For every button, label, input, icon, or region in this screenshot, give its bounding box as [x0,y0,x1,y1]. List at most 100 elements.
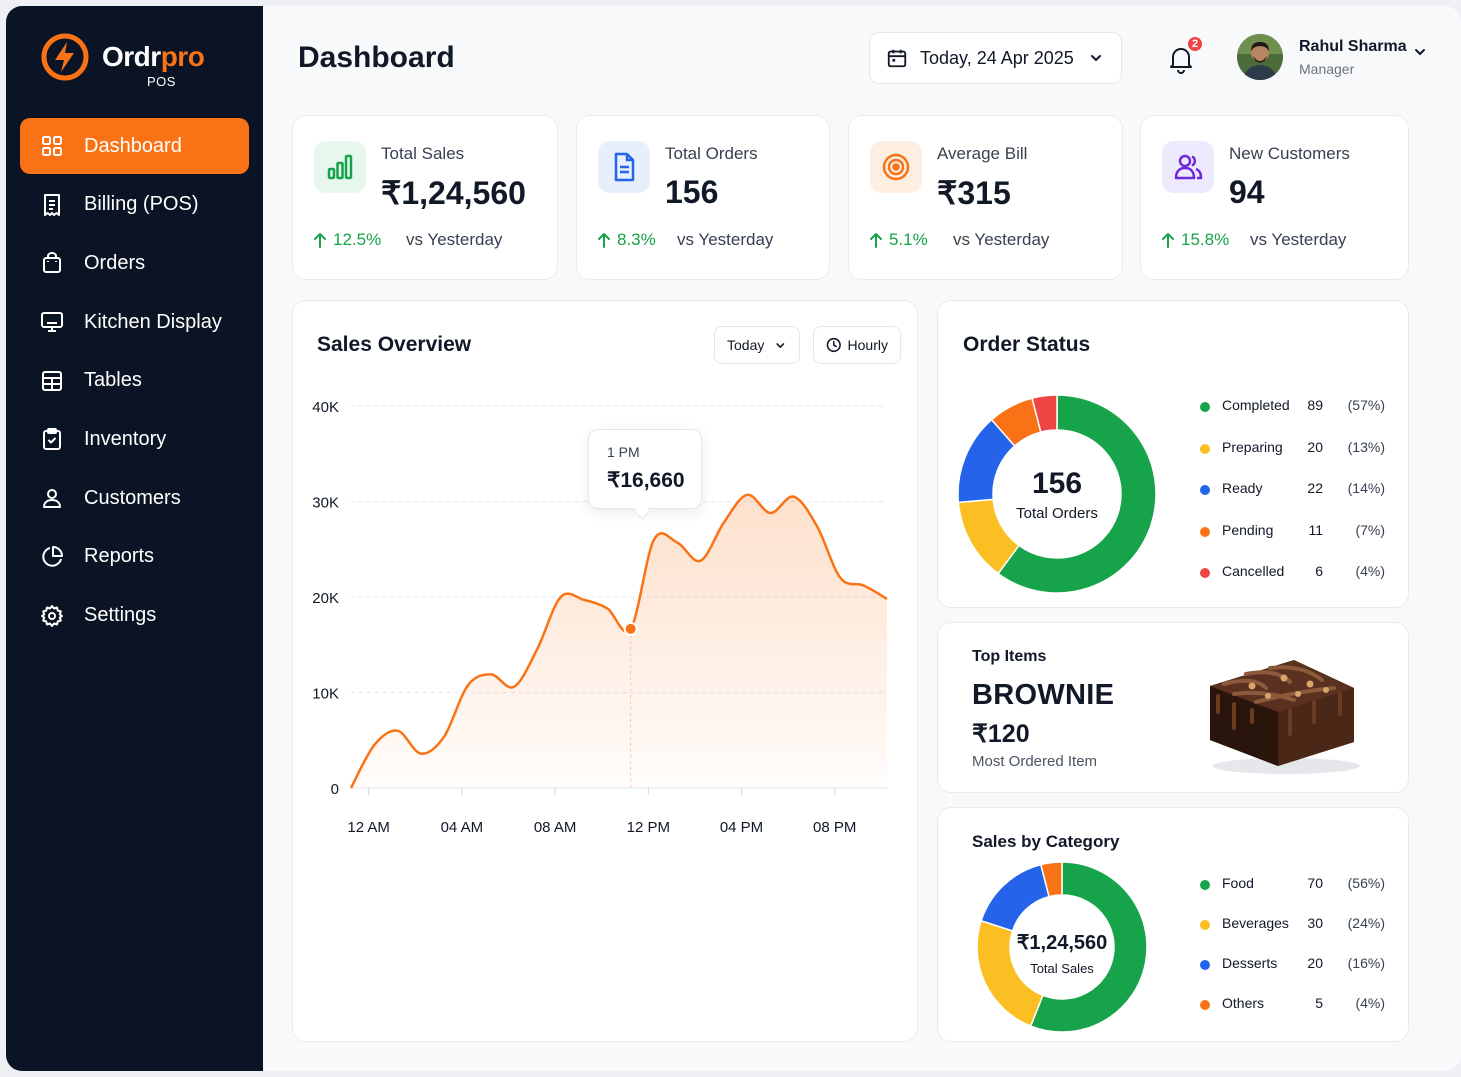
legend-dot [1200,880,1210,890]
target-icon [882,153,910,181]
sidebar-item-customers[interactable]: Customers [20,470,249,526]
avatar[interactable] [1237,34,1283,80]
grid-icon [42,136,62,156]
interval-button[interactable]: Hourly [813,326,901,364]
sidebar-item-reports[interactable]: Reports [20,529,249,585]
y-tick-label: 40K [312,399,339,416]
top-item-price: ₹120 [972,720,1030,748]
range-dropdown[interactable]: Today [714,326,800,364]
brownie-image [1210,660,1360,774]
arrow-up-icon [314,233,326,248]
order-status-panel: Order Status 156 Total Orders Completed 8… [937,300,1409,608]
legend-label: Completed [1222,397,1290,413]
stat-card-new-customers[interactable]: New Customers 94 15.8% vs Yesterday [1140,115,1409,280]
notification-badge: 2 [1186,35,1204,53]
legend-item: Others 5 (4%) [1200,995,1385,1035]
sales-line [349,493,888,789]
range-dropdown-value: Today [727,337,765,353]
donut-slice-completed [997,394,1157,594]
stat-icon-badge [870,141,922,193]
sidebar-item-dashboard[interactable]: Dashboard [20,118,249,174]
sidebar-item-label: Settings [84,604,157,626]
legend-label: Others [1222,995,1265,1011]
user-avatar-image [1237,34,1283,80]
legend-item: Pending 11 (7%) [1200,522,1385,564]
legend-dot [1200,443,1210,454]
donut-slice-food [1029,861,1148,1033]
sidebar-item-label: Dashboard [84,134,182,157]
legend-item: Completed 89 (57%) [1200,397,1385,439]
sidebar-item-kitchen-display[interactable]: Kitchen Display [20,294,249,350]
legend-label: Preparing [1222,438,1283,455]
top-item-caption: Most Ordered Item [972,753,1098,770]
legend-item: Food 70 (56%) [1200,875,1385,915]
legend-label: Ready [1222,480,1263,496]
stat-label: Total Orders [665,144,758,163]
user-role: Manager [1299,61,1355,77]
legend-count: 22 [1307,480,1323,496]
top-items-panel[interactable]: Top Items BROWNIE ₹120 Most Ordered Item [937,622,1409,793]
sidebar: Ordrpro POS Dashboard Billing (POS) Orde… [6,6,263,1071]
sidebar-item-inventory[interactable]: Inventory [20,411,249,467]
stat-comparison: vs Yesterday [677,230,774,249]
stat-label: Average Bill [937,144,1028,163]
panel-title: Sales by Category [972,832,1120,851]
sales-area-fill [351,494,887,788]
bell-icon[interactable] [1166,44,1196,74]
sidebar-item-billing[interactable]: Billing (POS) [20,177,249,233]
calendar-icon [887,49,907,68]
legend-count: 30 [1307,915,1323,931]
legend-percent: (4%) [1355,995,1385,1011]
stat-card-total-sales[interactable]: Total Sales ₹1,24,560 12.5% vs Yesterday [292,115,558,280]
sales-overview-panel: Sales Overview Today Hourly 0 10K 20K 30K 40… [292,300,918,1042]
brand-logo[interactable]: Ordrpro [40,32,205,82]
donut-center-value: 156 [1031,467,1083,500]
sales-by-category-panel: Sales by Category ₹1,24,560 Total Sales … [937,807,1409,1042]
panel-title: Top Items [972,648,1047,665]
legend-count: 89 [1307,397,1323,413]
tooltip-time: 1 PM [607,444,640,460]
category-legend: Food 70 (56%) Beverages 30 (24%) Desserts 20 (… [1200,875,1385,1035]
donut-slice-cancelled [1031,394,1058,433]
receipt-icon [44,193,60,216]
chevron-down-icon[interactable] [1412,44,1428,60]
monitor-icon [41,312,63,333]
date-picker-value: Today, 24 Apr 2025 [920,47,1074,68]
donut-center-label: Total Orders [1016,505,1098,522]
stat-card-total-orders[interactable]: Total Orders 156 8.3% vs Yesterday [576,115,830,280]
top-item-name: BROWNIE [972,679,1115,711]
x-tick-label: 04 AM [441,819,484,836]
sidebar-item-tables[interactable]: Tables [20,353,249,409]
legend-percent: (13%) [1347,438,1385,455]
stat-comparison: vs Yesterday [1250,230,1347,249]
legend-count: 11 [1308,521,1323,538]
sidebar-item-label: Tables [84,369,142,392]
stat-label: Total Sales [381,144,465,163]
legend-percent: (7%) [1355,521,1385,538]
date-picker[interactable]: Today, 24 Apr 2025 [869,32,1122,84]
legend-dot [1200,526,1210,537]
arrow-up-icon [1162,233,1174,248]
legend-dot [1200,485,1210,495]
stat-icon-badge [598,141,650,193]
panel-title: Order Status [963,333,1091,356]
stat-value: ₹315 [937,175,1011,211]
legend-item: Preparing 20 (13%) [1200,439,1385,481]
stat-card-average-bill[interactable]: Average Bill ₹315 5.1% vs Yesterday [848,115,1123,280]
stat-change: 15.8% [1161,230,1229,250]
sidebar-item-settings[interactable]: Settings [20,588,249,644]
sidebar-nav: Dashboard Billing (POS) Orders Kitchen D… [20,118,249,646]
user-icon [43,489,61,509]
x-tick-label: 12 AM [347,819,390,836]
pie-chart-icon [42,545,63,567]
interval-button-label: Hourly [847,337,888,353]
panel-title: Sales Overview [317,333,472,356]
chevron-down-icon [1090,55,1101,62]
page-title: Dashboard [298,41,455,74]
donut-slice-others [1039,861,1063,898]
legend-dot [1200,568,1210,578]
y-tick-label: 30K [312,495,339,512]
clock-icon [826,337,841,353]
legend-item: Beverages 30 (24%) [1200,915,1385,955]
sidebar-item-orders[interactable]: Orders [20,235,249,291]
